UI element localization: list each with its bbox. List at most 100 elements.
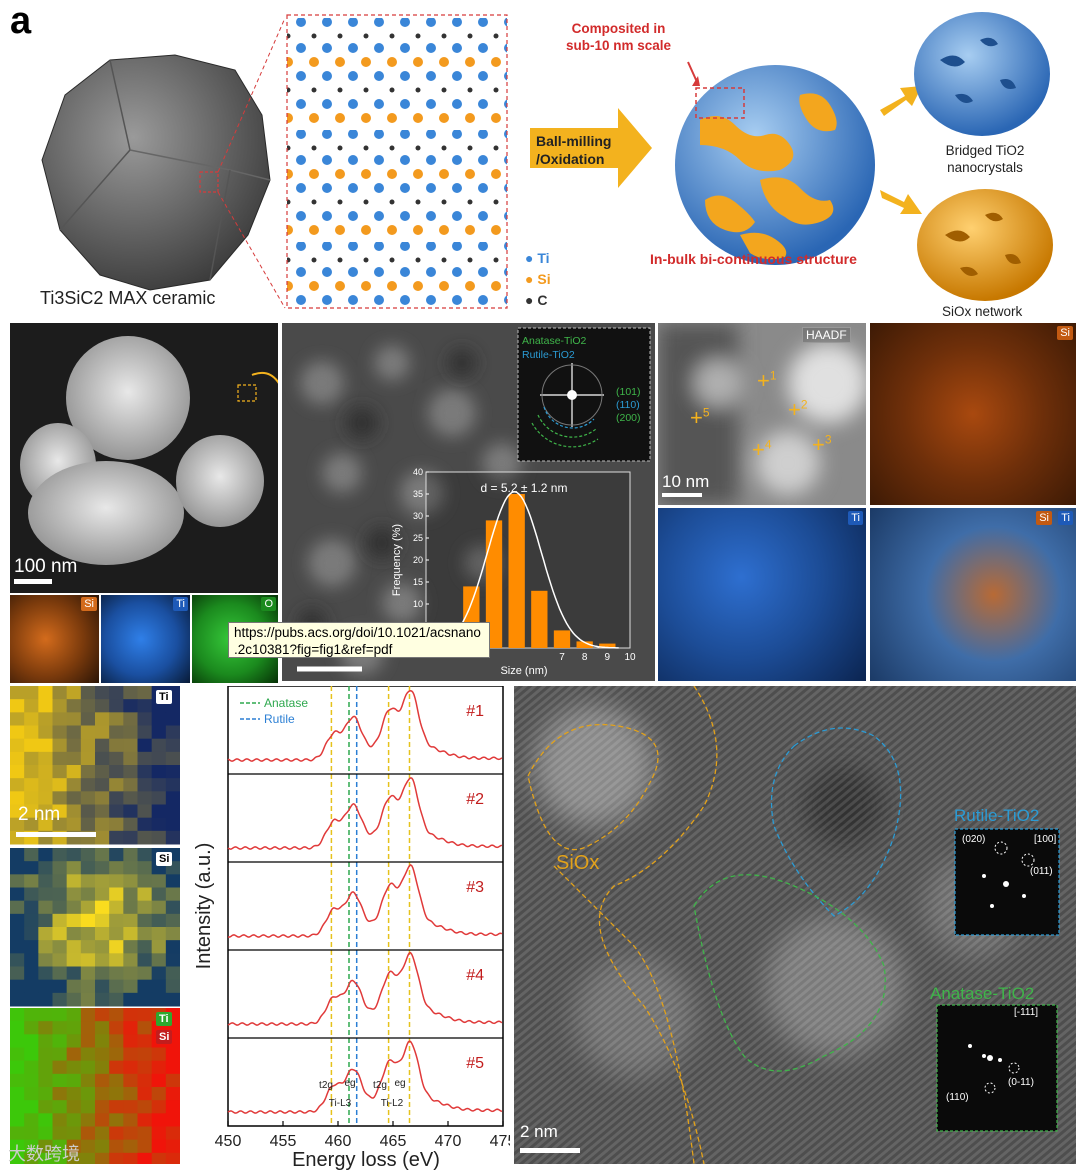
map-pixel [151,1087,167,1101]
map-pixel [80,966,96,981]
map-pixel [109,1073,124,1088]
histogram-xtick-label: 9 [605,652,611,663]
map-pixel [10,1139,25,1154]
map-pixel [38,791,53,805]
map-pixel [80,1100,96,1114]
map-pixel [66,992,82,1007]
map-pixel [66,927,82,941]
map-pixel [52,953,68,967]
map-pixel [66,940,82,954]
map-ti: Ti [101,595,190,683]
map-pixel [24,1100,39,1114]
map-pixel [109,804,124,819]
map-pixel [10,725,25,740]
map-pixel [38,953,53,967]
map-pixel [10,887,25,902]
map-pixel [66,712,82,726]
point-1-label: 1 [769,368,777,383]
map-pixel [165,725,180,740]
map-pixel [38,1047,53,1062]
map-pixel [137,738,153,753]
map-pixel [151,712,167,726]
map-pixel [109,848,124,862]
map-pixel [10,1021,25,1035]
map-pixel [109,900,124,915]
map-pixel [109,966,124,981]
map-pixel [137,778,153,792]
map-pixel [10,804,25,819]
histogram-bar [576,641,593,648]
map-pixel [52,927,68,941]
map-pixel [137,1060,153,1075]
rutile-spot-011: (011) [1030,866,1053,877]
eels-xlabel: Energy loss (eV) [292,1149,440,1170]
map-pixel [66,1021,82,1035]
map-pixel [95,1152,110,1164]
map-pixel [52,1021,68,1035]
map-pixel [38,861,53,875]
map-pixel [10,953,25,967]
map-pixel [109,1113,124,1127]
map-pixel [165,1100,180,1114]
map-pixel [52,992,68,1007]
map-pixel [66,1008,82,1022]
map-pixel [123,830,138,845]
map-pixel [24,887,39,902]
map-pixel [123,848,138,862]
map-pixel [95,1008,110,1022]
map-pixel [137,874,153,888]
map-pixel [38,1034,53,1048]
map-pixel [24,966,39,981]
map-pixel [38,778,53,792]
histogram-bar [599,643,616,648]
rutile-spot-020: (020) [962,834,986,845]
map-pixel [165,791,180,805]
map-pixel [38,966,53,981]
histogram-title: d = 5.2 ± 1.2 nm [481,481,568,495]
composited-line1: Composited in [571,21,666,36]
map-pixel [95,1060,110,1075]
map-pixel [10,712,25,726]
map-pixel [109,712,124,726]
panel-b-scalebar: 100 nm [14,556,78,577]
map-pixel [151,804,167,819]
map-pixel [165,966,180,981]
map-pixel [24,778,39,792]
map-pixel [123,738,138,753]
map-pixel [10,791,25,805]
map-pixel [80,848,96,862]
map-pixel [151,778,167,792]
map-pixel [24,1047,39,1062]
map-pixel [66,861,82,875]
anatase-region-label: Anatase-TiO2 [930,984,1035,1003]
map-pixel [123,1126,138,1141]
map-pixel [137,992,153,1007]
map-pixel [95,1073,110,1088]
map-pixel [66,791,82,805]
saed-rings: (101) (110) (200) [616,386,641,425]
map-pixel [109,738,124,753]
map-pixel [123,887,138,902]
map-pixel [151,953,167,967]
map-pixel [24,712,39,726]
map-pixel [165,1073,180,1088]
map-pixel [151,1139,167,1154]
map-pixel [123,953,138,967]
map-pixel [80,992,96,1007]
map-pixel [10,1047,25,1062]
map-pixel [137,1152,153,1164]
map-pixel [165,979,180,994]
histogram-ytick-label: 25 [413,533,423,543]
map-pixel [137,1087,153,1101]
map-pixel [66,1060,82,1075]
map-pixel [24,686,39,700]
map-pixel [109,1139,124,1154]
process-line2: /Oxidation [536,151,605,167]
map-pixel [151,1152,167,1164]
eels-spectrum-line [227,690,503,762]
map-pixel [80,1034,96,1048]
map-pixel [137,848,153,862]
peak-label-ti-l3: Ti-L3 [329,1098,352,1109]
map-pixel [80,979,96,994]
map-pixel [66,848,82,862]
